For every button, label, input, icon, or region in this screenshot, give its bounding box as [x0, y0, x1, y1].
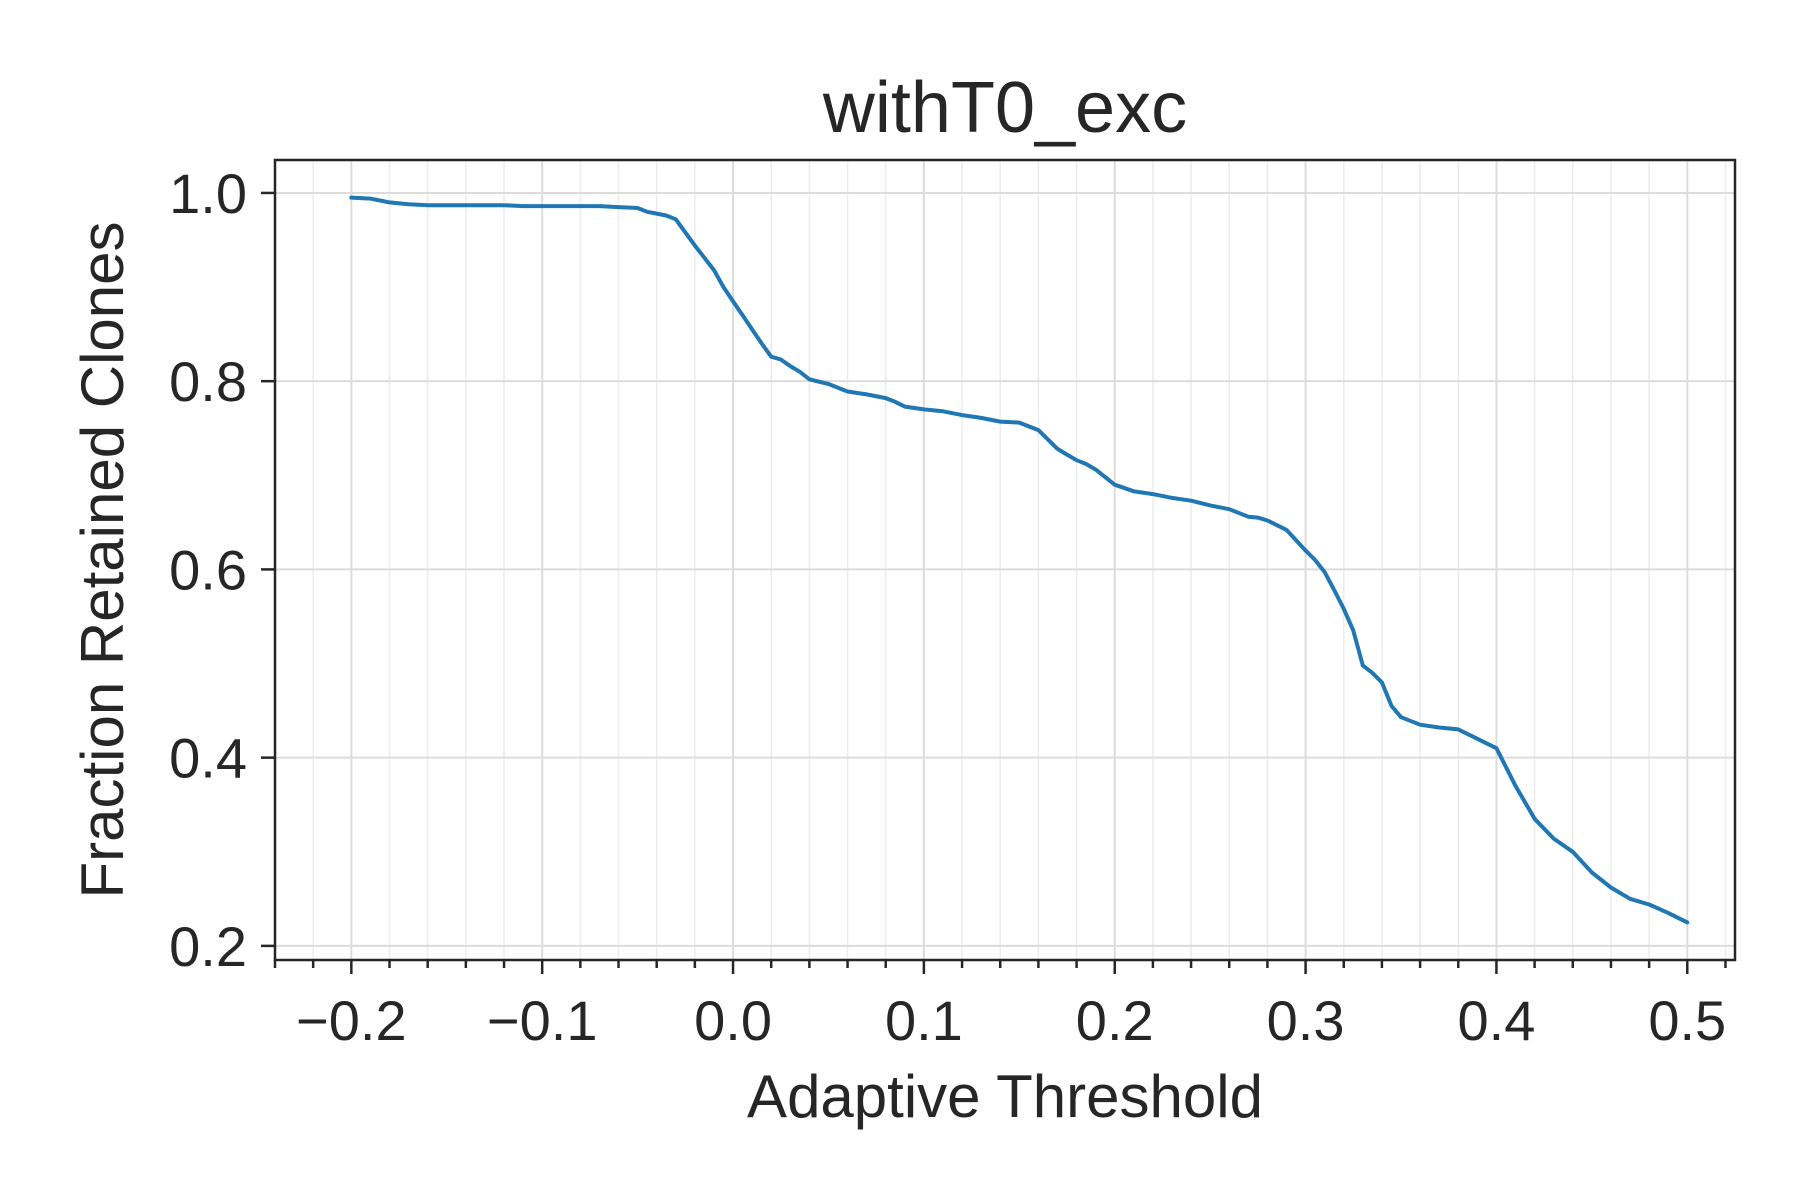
y-tick-label: 0.6 [169, 538, 247, 601]
y-tick-label: 0.8 [169, 350, 247, 413]
series-layer [349, 195, 1690, 925]
y-tick-label: 1.0 [169, 162, 247, 225]
x-tick-label: 0.3 [1267, 989, 1345, 1052]
x-tick-label: 0.5 [1648, 989, 1726, 1052]
y-tick-label: 0.4 [169, 727, 247, 790]
series-line [349, 195, 1690, 925]
ticks: −0.2 −0.1 0.0 0.1 0.2 0.3 0.4 0.5 0.2 0.4 0.6 0.8 1.… [169, 162, 1727, 1052]
x-tick-label: 0.1 [885, 989, 963, 1052]
x-tick-label: 0.4 [1458, 989, 1536, 1052]
x-tick-label: −0.1 [487, 989, 598, 1052]
chart-title: withT0_exc [822, 68, 1187, 148]
y-tick-label: 0.2 [169, 915, 247, 978]
x-tick-label: −0.2 [296, 989, 407, 1052]
x-tick-label: 0.2 [1076, 989, 1154, 1052]
x-axis-label: Adaptive Threshold [747, 1063, 1263, 1130]
plot-frame [273, 158, 1737, 962]
y-axis-label: Fraction Retained Clones [69, 221, 136, 898]
x-tick-label: 0.0 [694, 989, 772, 1052]
grid [274, 160, 1735, 960]
